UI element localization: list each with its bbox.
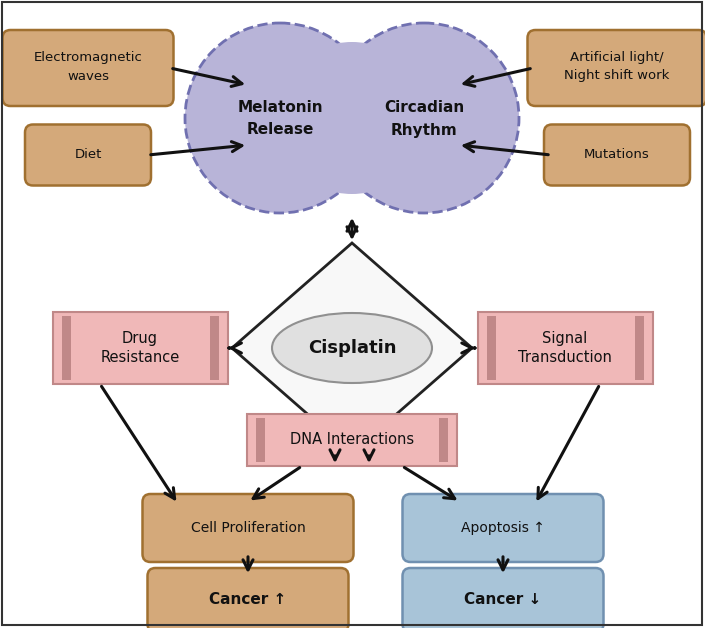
FancyBboxPatch shape xyxy=(403,568,603,628)
Circle shape xyxy=(185,23,375,213)
Text: Mutations: Mutations xyxy=(584,148,650,161)
Text: Cancer ↑: Cancer ↑ xyxy=(209,592,287,607)
Text: Transduction: Transduction xyxy=(518,350,612,365)
Text: Artificial light/: Artificial light/ xyxy=(570,51,664,65)
Bar xyxy=(247,414,457,466)
Bar xyxy=(52,312,228,384)
FancyBboxPatch shape xyxy=(527,30,705,106)
Bar xyxy=(439,418,448,462)
Bar xyxy=(634,316,644,380)
FancyBboxPatch shape xyxy=(3,30,173,106)
FancyBboxPatch shape xyxy=(544,124,690,185)
Text: Cisplatin: Cisplatin xyxy=(308,339,396,357)
Text: Melatonin: Melatonin xyxy=(237,100,323,116)
Bar xyxy=(486,316,496,380)
Text: Release: Release xyxy=(246,122,314,138)
Text: Cell Proliferation: Cell Proliferation xyxy=(190,521,305,535)
FancyBboxPatch shape xyxy=(147,568,348,628)
Text: Electromagnetic: Electromagnetic xyxy=(34,51,142,65)
Text: Circadian: Circadian xyxy=(384,100,464,116)
Text: Resistance: Resistance xyxy=(100,350,180,365)
FancyBboxPatch shape xyxy=(142,494,353,562)
Bar xyxy=(209,316,219,380)
Text: Rhythm: Rhythm xyxy=(391,122,458,138)
Text: Cancer ↓: Cancer ↓ xyxy=(465,592,541,607)
Text: waves: waves xyxy=(67,70,109,82)
Text: Night shift work: Night shift work xyxy=(564,70,670,82)
Text: Diet: Diet xyxy=(74,148,102,161)
Ellipse shape xyxy=(275,42,429,194)
Bar xyxy=(256,418,265,462)
FancyBboxPatch shape xyxy=(25,124,151,185)
Polygon shape xyxy=(232,243,472,453)
Ellipse shape xyxy=(272,313,432,383)
Text: Apoptosis ↑: Apoptosis ↑ xyxy=(461,521,545,535)
FancyBboxPatch shape xyxy=(403,494,603,562)
Text: Signal: Signal xyxy=(542,330,588,345)
Bar xyxy=(477,312,653,384)
Text: Drug: Drug xyxy=(122,330,158,345)
Bar xyxy=(61,316,70,380)
Text: DNA Interactions: DNA Interactions xyxy=(290,433,414,448)
Circle shape xyxy=(329,23,519,213)
